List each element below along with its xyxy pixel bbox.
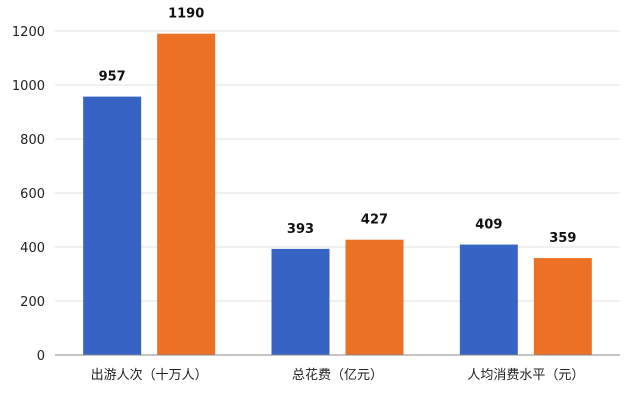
y-tick-label: 0: [37, 349, 45, 364]
bar-series1-1: [83, 96, 142, 356]
y-tick-label: 800: [20, 133, 45, 148]
data-label: 393: [287, 222, 314, 237]
bar-series1-2: [271, 248, 330, 355]
gridlines: [55, 30, 620, 302]
y-tick-label: 1200: [12, 25, 45, 40]
bar-series2-2: [345, 239, 404, 355]
y-tick-label: 1000: [12, 79, 45, 94]
y-axis-tick-labels: 0 200 400 600 800 1000 1200: [12, 25, 45, 364]
bars: [83, 33, 592, 356]
x-category-label: 人均消费水平（元）: [467, 368, 584, 383]
data-label: 359: [549, 231, 576, 246]
data-labels: 957 1190 393 427 409 359: [99, 7, 577, 246]
x-axis-category-labels: 出游人次（十万人） 总花费（亿元） 人均消费水平（元）: [91, 367, 585, 383]
bar-series2-3: [533, 258, 592, 355]
y-tick-label: 400: [20, 241, 45, 256]
bar-series2-1: [157, 33, 216, 355]
data-label: 1190: [168, 7, 204, 22]
x-category-label: 总花费（亿元）: [292, 367, 383, 383]
y-tick-label: 600: [20, 187, 45, 202]
x-category-label: 出游人次（十万人）: [91, 367, 208, 383]
data-label: 409: [475, 218, 502, 233]
bar-series1-3: [459, 244, 518, 355]
data-label: 427: [361, 213, 388, 228]
data-label: 957: [99, 70, 126, 85]
y-tick-label: 200: [20, 295, 45, 310]
